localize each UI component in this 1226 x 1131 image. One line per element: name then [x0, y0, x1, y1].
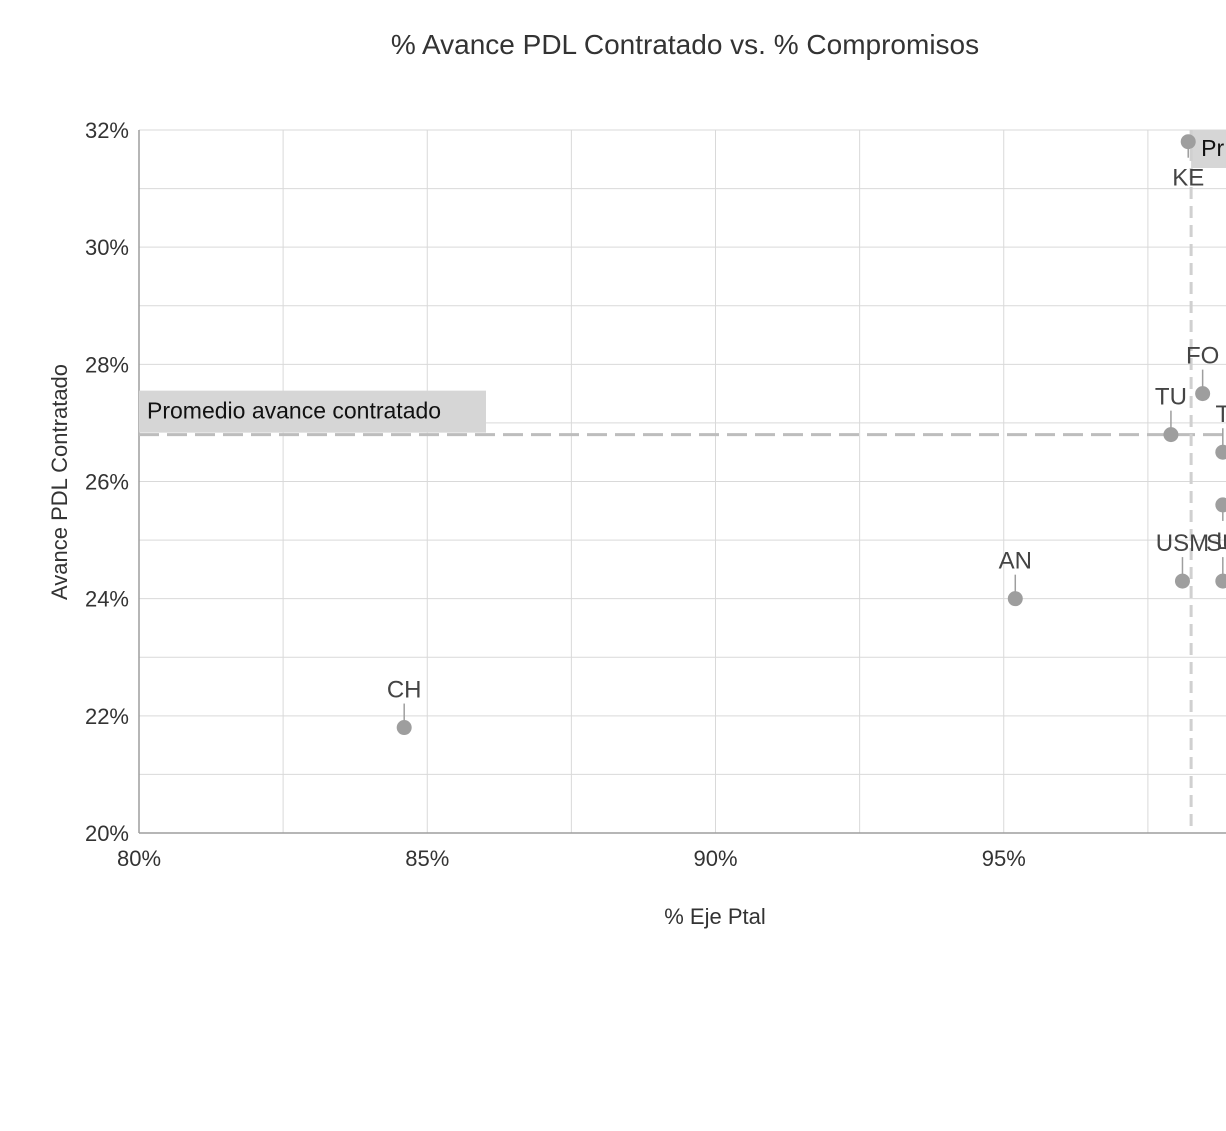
data-point-group: CH [387, 677, 422, 736]
x-tick-label: 85% [405, 846, 449, 871]
y-axis-ticks: 20% 22% 24% 26% 28% 30% 32% [85, 118, 129, 846]
x-tick-label: 95% [982, 846, 1026, 871]
data-point [1007, 591, 1023, 607]
plot-frame [138, 130, 1226, 834]
data-point-group: AN [999, 548, 1032, 607]
data-point-label: FO [1186, 343, 1219, 370]
y-tick-label: 26% [85, 470, 129, 495]
data-point [1215, 497, 1226, 513]
data-point [1180, 134, 1196, 150]
data-point [1174, 573, 1190, 589]
data-point-label: AN [999, 548, 1032, 575]
data-points: CHANTUUSMKEFOSUTLUS [387, 134, 1226, 736]
data-point-group: L [1215, 497, 1226, 555]
data-point-group: KE [1172, 134, 1204, 192]
data-point-label: SU [1206, 530, 1226, 557]
data-point [1215, 444, 1226, 460]
data-point-label: KE [1172, 165, 1204, 192]
y-tick-label: 32% [85, 118, 129, 143]
reference-label-box [139, 390, 486, 433]
y-tick-label: 22% [85, 704, 129, 729]
x-tick-label: 80% [117, 846, 161, 871]
data-point-group: T [1215, 401, 1226, 460]
data-point [1215, 573, 1226, 589]
x-axis-ticks: 80% 85% 90% 95% [117, 846, 1026, 871]
y-tick-label: 28% [85, 352, 129, 377]
x-tick-label: 90% [693, 846, 737, 871]
reference-label-box [1191, 130, 1226, 168]
grid [138, 129, 1226, 834]
data-point-label: USM [1156, 530, 1209, 557]
data-point-group: SU [1206, 530, 1226, 589]
data-point-label: T [1215, 401, 1226, 428]
y-tick-label: 30% [85, 235, 129, 260]
data-point-label: TU [1155, 384, 1187, 411]
reference-label-horizontal: Promedio avance contratado [147, 398, 441, 424]
data-point-label: CH [387, 677, 422, 704]
data-point [396, 720, 412, 736]
reference-lines: Promedio avance contratado Pr [139, 130, 1226, 833]
data-point-group: USM [1156, 530, 1209, 589]
reference-label-vertical: Pr [1201, 135, 1224, 161]
y-tick-label: 24% [85, 587, 129, 612]
data-point [1195, 386, 1211, 402]
y-tick-label: 20% [85, 821, 129, 846]
data-point-label: L [1216, 528, 1226, 555]
x-axis-title: % Eje Ptal [664, 904, 766, 929]
chart-title: % Avance PDL Contratado vs. % Compromiso… [391, 29, 979, 60]
data-point [1163, 427, 1179, 443]
y-axis-title: Avance PDL Contratado [47, 364, 72, 600]
data-point-group: TU [1155, 384, 1187, 443]
data-point-group: FO [1186, 343, 1219, 402]
